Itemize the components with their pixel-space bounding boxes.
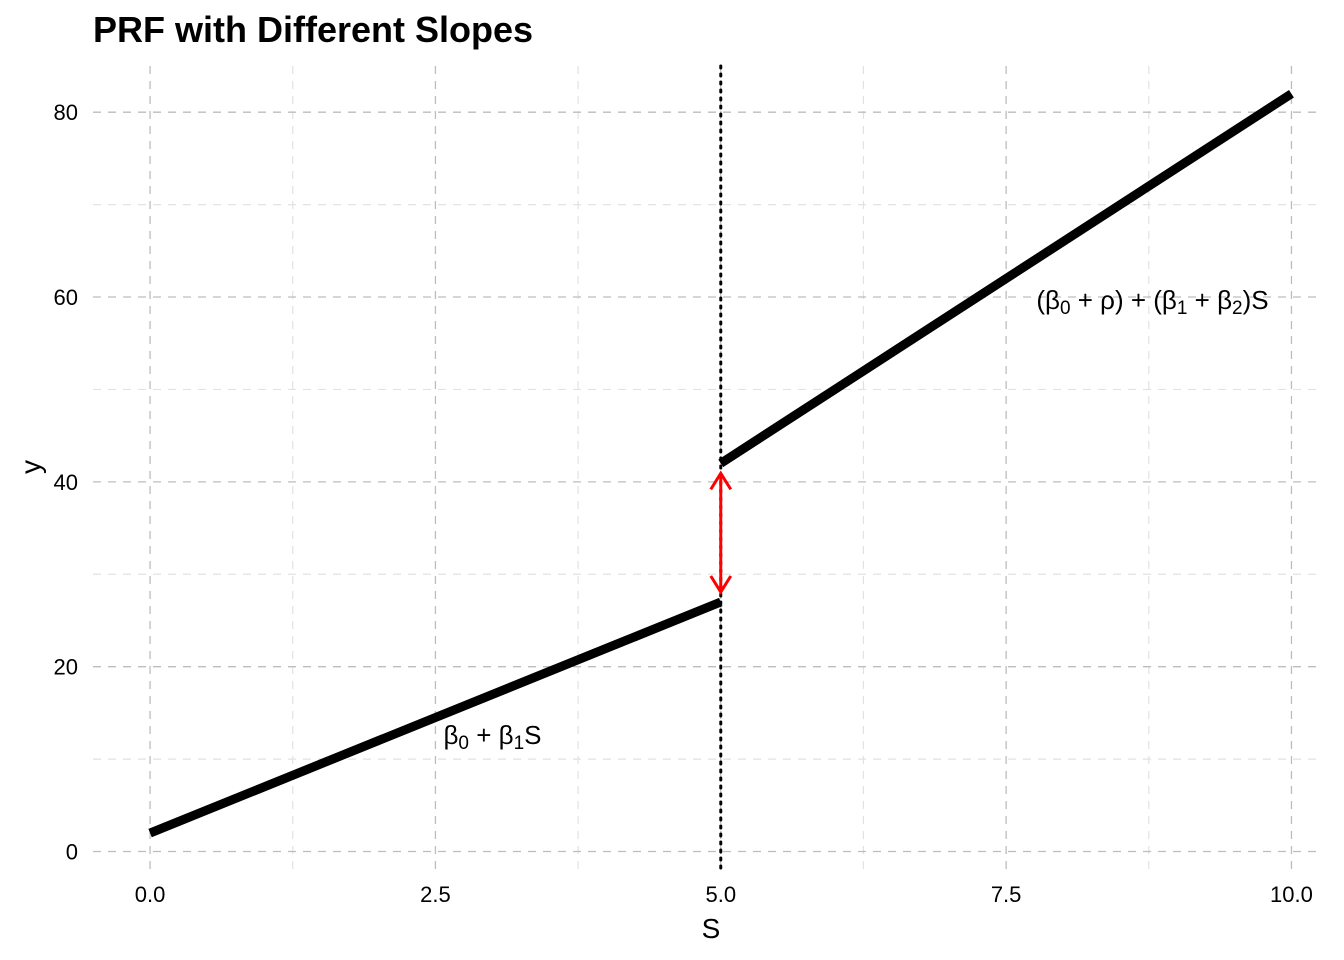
y-tick-label: 60: [54, 285, 78, 310]
gap-arrow-head-bottom: [709, 575, 733, 595]
x-tick-label: 10.0: [1270, 882, 1313, 907]
grid: [93, 66, 1320, 870]
x-tick-labels: 0.0 2.5 5.0 7.5 10.0: [135, 882, 1313, 907]
x-tick-label: 5.0: [705, 882, 736, 907]
x-tick-label: 7.5: [991, 882, 1022, 907]
x-tick-label: 2.5: [420, 882, 451, 907]
y-tick-label: 40: [54, 470, 78, 495]
gap-arrow-group: [709, 470, 733, 595]
gap-arrow-head-top: [709, 470, 733, 491]
series-group: [148, 89, 1294, 838]
series-line-1: [148, 597, 723, 838]
chart-title: PRF with Different Slopes: [93, 9, 533, 50]
series-line-2: [718, 89, 1294, 468]
y-tick-label: 20: [54, 655, 78, 680]
annotation-upper-equation: (β0 + ρ) + (β1 + β2)S: [1036, 285, 1268, 319]
x-axis-title: S: [702, 913, 721, 944]
y-axis-title: y: [15, 460, 46, 474]
x-tick-label: 0.0: [135, 882, 166, 907]
annotation-lower-equation: β0 + β1S: [443, 720, 541, 754]
annotations: β0 + β1S (β0 + ρ) + (β1 + β2)S: [443, 285, 1268, 754]
y-tick-label: 80: [54, 100, 78, 125]
y-tick-labels: 0 20 40 60 80: [54, 100, 78, 864]
y-tick-label: 0: [66, 840, 78, 865]
